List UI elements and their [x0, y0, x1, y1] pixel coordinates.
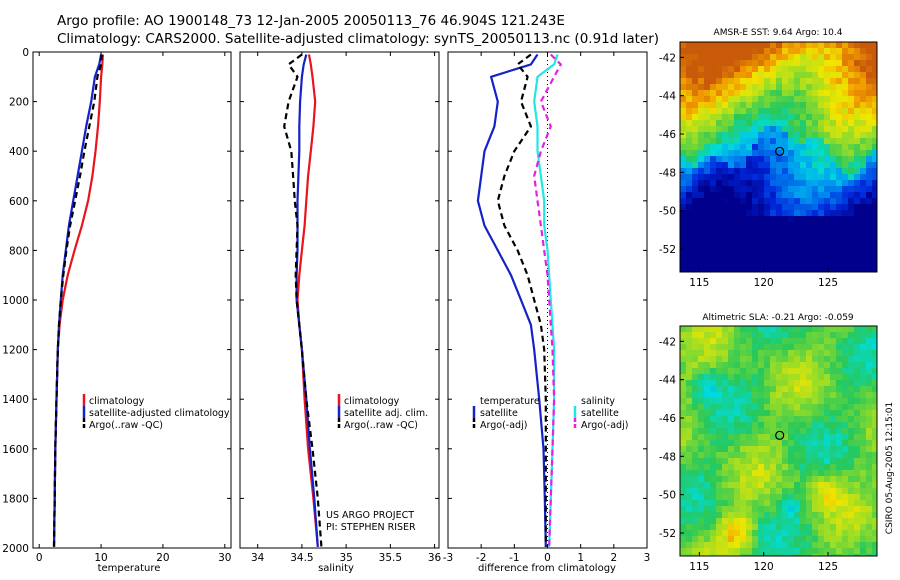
map-y-tick-label: -46	[659, 413, 676, 425]
figure-title: Argo profile: AO 1900148_73 12-Jan-2005 …	[57, 13, 565, 29]
legend-label-satellite-adjusted: satellite-adjusted climatology	[89, 408, 230, 419]
series-line	[533, 54, 559, 547]
sla-map-title: Altimetric SLA: -0.21 Argo: -0.059	[702, 313, 854, 323]
series-line	[533, 53, 562, 547]
x-tick-label: -3	[443, 552, 453, 564]
map-x-tick-label: 120	[754, 561, 774, 573]
map-y-tick-label: -48	[659, 167, 676, 179]
x-tick-label: 3	[644, 552, 651, 564]
sla-map-frame	[679, 325, 878, 557]
series-line	[52, 54, 103, 547]
x-tick-label: 35.5	[379, 552, 402, 564]
salinity-panel-frame	[239, 51, 440, 549]
series-line	[476, 53, 547, 547]
series-line	[52, 54, 103, 547]
legend-label-climatology: climatology	[344, 396, 400, 407]
x-tick-label: 0	[36, 552, 43, 564]
argo-location-marker	[775, 146, 785, 156]
x-tick-label: 34.5	[290, 552, 313, 564]
timestamp-stamp: CSIRO 05-Aug-2005 12:15:01	[885, 402, 895, 534]
legend-label-temp-argo: Argo(-adj)	[480, 420, 527, 431]
temperature-plot: 0 10 20 30 0 200 400 600 800 1000 1200 1400 1600 1800…	[2, 47, 231, 564]
legend-label-climatology: climatology	[89, 396, 145, 407]
map-x-tick-label: 125	[818, 277, 838, 289]
legend-title-temperature: temperature	[480, 396, 540, 407]
difference-axis-label: difference from climatology	[478, 563, 616, 574]
y-tick-label: 1200	[2, 345, 29, 357]
sst-heatmap	[680, 42, 877, 272]
x-tick-label: 1	[577, 552, 584, 564]
project-credit: US ARGO PROJECT	[326, 510, 414, 521]
map-x-tick-label: 115	[689, 277, 709, 289]
temperature-axis-label: temperature	[98, 563, 161, 574]
x-tick-label: 0	[544, 552, 551, 564]
x-tick-label: -2	[476, 552, 486, 564]
series-line	[295, 54, 319, 547]
map-y-tick-label: -46	[659, 129, 676, 141]
map-y-tick-label: -52	[659, 528, 676, 540]
map-y-tick-label: -44	[659, 91, 676, 103]
map-x-tick-label: 120	[754, 277, 774, 289]
x-tick-label: 10	[94, 552, 107, 564]
x-tick-label: 2	[610, 552, 617, 564]
legend-label-temp-satellite: satellite	[480, 408, 518, 419]
y-tick-label: 400	[9, 146, 29, 158]
y-tick-label: 600	[9, 196, 29, 208]
y-tick-label: 1400	[2, 394, 29, 406]
difference-legend-salinity: salinity satellite Argo(-adj)	[573, 396, 628, 431]
x-tick-label: 35	[339, 552, 352, 564]
figure-subtitle: Climatology: CARS2000. Satellite-adjuste…	[57, 31, 659, 47]
y-tick-label: 1800	[2, 493, 29, 505]
salinity-legend: climatology satellite adj. clim. Argo(..…	[337, 394, 428, 431]
y-tick-label: 1600	[2, 444, 29, 456]
difference-plot: -3 -2 -1 0 1 2 3	[443, 51, 651, 564]
sla-heatmap	[680, 326, 877, 556]
temperature-legend: climatology satellite-adjusted climatolo…	[82, 394, 230, 431]
legend-label-satellite-adj: satellite adj. clim.	[344, 408, 428, 419]
legend-label-argo: Argo(..raw -QC)	[89, 420, 163, 431]
map-y-tick-label: -52	[659, 244, 676, 256]
sst-map-title: AMSR-E SST: 9.64 Argo: 10.4	[714, 28, 843, 38]
salinity-axis-label: salinity	[318, 563, 354, 574]
map-y-tick-label: -42	[659, 52, 676, 64]
map-y-tick-label: -50	[659, 206, 676, 218]
series-line	[296, 54, 319, 547]
x-tick-label: 34	[251, 552, 265, 564]
y-tick-label: 2000	[2, 543, 29, 555]
y-tick-label: 1000	[2, 295, 29, 307]
y-tick-label: 200	[9, 97, 29, 109]
salinity-plot: 34 34.5 35 35.5 36	[240, 51, 442, 564]
legend-title-salinity: salinity	[581, 396, 615, 407]
sst-map-frame	[679, 41, 878, 273]
x-tick-label: 36	[428, 552, 442, 564]
map-y-tick-label: -42	[659, 336, 676, 348]
map-y-tick-label: -50	[659, 490, 676, 502]
y-tick-label: 0	[22, 47, 29, 59]
sst-map-axes: 115 120 125 -42 -44 -46 -48 -50 -52	[659, 52, 838, 289]
map-x-tick-label: 115	[689, 561, 709, 573]
x-tick-label: -1	[509, 552, 519, 564]
x-tick-label: 20	[156, 552, 169, 564]
difference-legend-temperature: temperature satellite Argo(-adj)	[472, 396, 540, 431]
pi-credit: PI: STEPHEN RISER	[326, 522, 416, 533]
sla-map-axes: 115 120 125 -42 -44 -46 -48 -50 -52	[659, 336, 838, 573]
map-y-tick-label: -44	[659, 375, 676, 387]
legend-label-argo: Argo(..raw -QC)	[344, 420, 418, 431]
legend-label-sal-argo: Argo(-adj)	[581, 420, 628, 431]
series-line	[496, 53, 547, 547]
x-tick-label: 30	[218, 552, 231, 564]
map-x-tick-label: 125	[818, 561, 838, 573]
map-y-tick-label: -48	[659, 451, 676, 463]
y-tick-label: 800	[9, 245, 29, 257]
argo-location-marker	[775, 430, 785, 440]
series-line	[283, 53, 323, 547]
legend-label-sal-satellite: satellite	[581, 408, 619, 419]
